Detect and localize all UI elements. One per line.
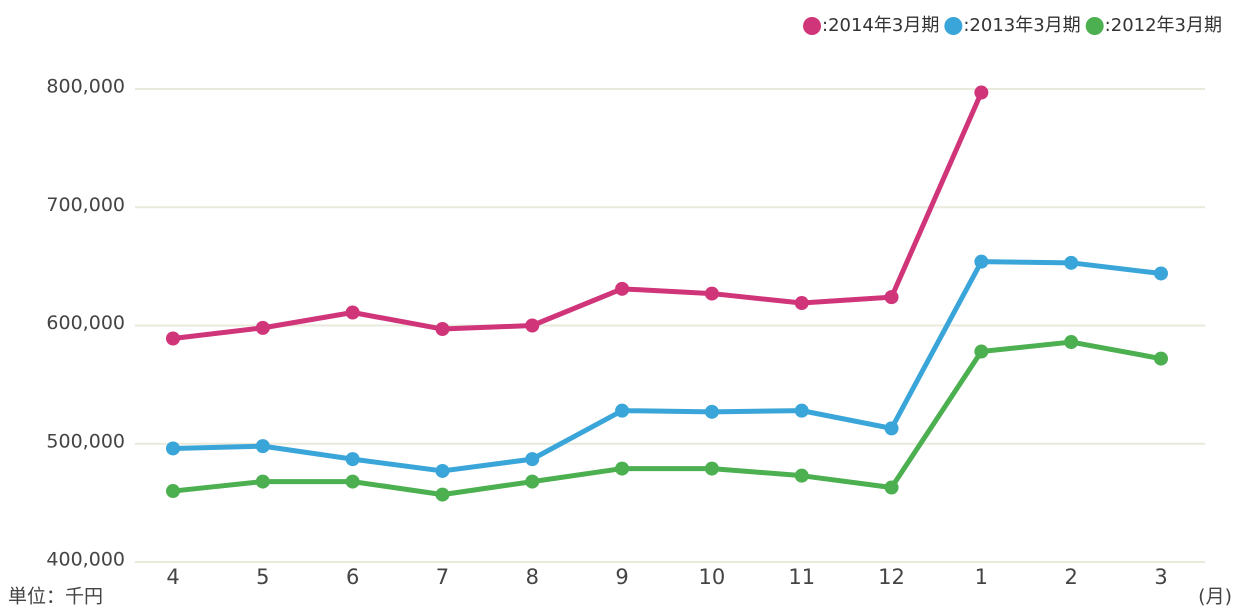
data-point	[1154, 266, 1168, 281]
data-point	[1064, 255, 1079, 270]
data-point	[435, 322, 450, 337]
y-tick-label: 400,000	[46, 549, 125, 571]
y-unit-label: 単位：千円	[8, 586, 103, 608]
data-point	[166, 441, 180, 456]
data-point	[525, 452, 540, 467]
y-tick-label: 500,000	[46, 430, 125, 452]
data-point	[255, 474, 270, 489]
data-point	[525, 474, 540, 489]
data-point	[974, 344, 989, 359]
series-line	[172, 339, 1162, 498]
data-point	[704, 404, 719, 419]
legend-marker	[1085, 17, 1104, 35]
data-point	[435, 463, 450, 478]
data-point	[345, 474, 360, 489]
data-point	[884, 421, 899, 436]
x-tick-label: 3	[1154, 565, 1167, 589]
data-point	[794, 296, 809, 311]
data-point	[794, 403, 809, 418]
data-point	[166, 484, 180, 499]
x-tick-label: 9	[615, 565, 628, 589]
data-point	[974, 254, 989, 269]
data-point	[255, 439, 270, 454]
legend-label: :2014年3月期	[822, 15, 939, 36]
x-tick-label: 12	[878, 565, 905, 589]
x-unit-label: (月)	[1198, 586, 1232, 608]
x-tick-label: 8	[526, 565, 539, 589]
legend-marker	[944, 17, 963, 35]
x-tick-label: 6	[346, 565, 359, 589]
data-point	[704, 461, 719, 476]
data-point	[345, 305, 360, 320]
data-point	[255, 320, 270, 335]
data-point	[345, 452, 360, 467]
data-point	[615, 281, 630, 296]
series-line	[172, 259, 1162, 474]
data-point	[615, 403, 630, 418]
data-point	[525, 318, 540, 333]
x-tick-label: 1	[975, 565, 988, 589]
y-tick-label: 700,000	[46, 194, 125, 216]
x-tick-label: 5	[256, 565, 269, 589]
data-point	[435, 487, 450, 502]
legend-label: :2013年3月期	[963, 15, 1080, 36]
data-point	[1064, 335, 1079, 350]
x-tick-label: 11	[788, 565, 815, 589]
series-line	[172, 91, 984, 341]
x-tick-label: 2	[1064, 565, 1077, 589]
legend-label: :2012年3月期	[1105, 15, 1222, 36]
y-tick-label: 800,000	[46, 76, 125, 98]
data-point	[794, 468, 809, 483]
data-point	[884, 480, 899, 495]
data-point	[166, 331, 180, 346]
data-point	[1154, 351, 1168, 366]
x-tick-label: 7	[436, 565, 449, 589]
data-point	[974, 85, 989, 100]
data-point	[704, 286, 719, 301]
y-tick-label: 600,000	[46, 312, 125, 334]
x-tick-label: 10	[699, 565, 726, 589]
x-tick-label: 4	[166, 565, 179, 589]
data-point	[615, 461, 630, 476]
data-point	[884, 290, 899, 305]
legend-marker	[803, 17, 822, 35]
